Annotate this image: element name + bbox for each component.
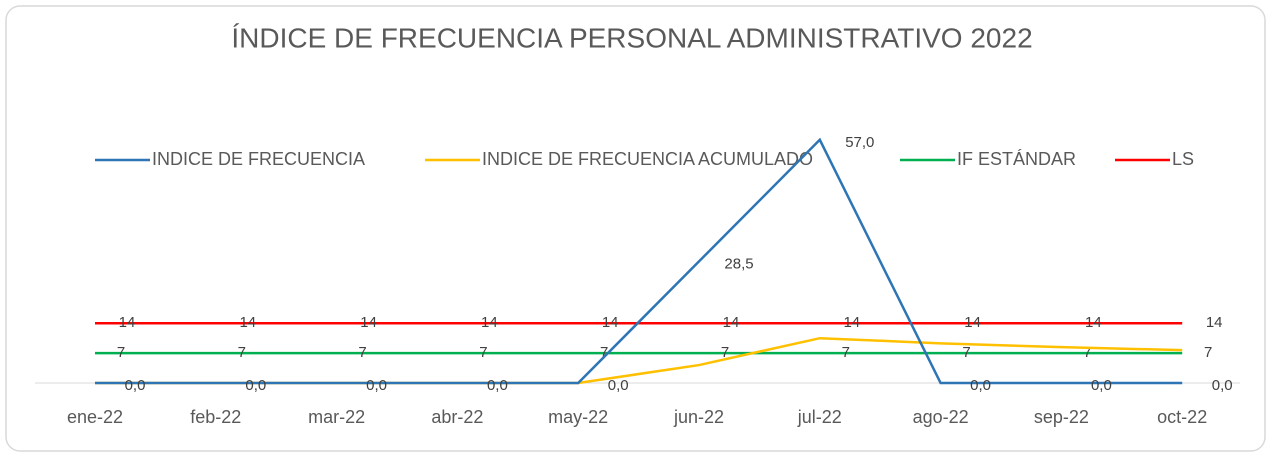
data-label: 14	[964, 314, 981, 331]
data-label: 7	[238, 344, 246, 361]
x-tick-label: jul-22	[797, 407, 842, 427]
x-tick-label: ene-22	[67, 407, 123, 427]
x-tick-label: oct-22	[1157, 407, 1207, 427]
data-label: 14	[602, 314, 619, 331]
x-tick-label: ago-22	[913, 407, 969, 427]
data-label: 28,5	[724, 255, 753, 272]
x-tick-label: mar-22	[308, 407, 365, 427]
data-label: 14	[239, 314, 256, 331]
data-label: 7	[358, 344, 366, 361]
data-label: 7	[1204, 344, 1212, 361]
data-label: 0,0	[245, 377, 266, 394]
data-label: 14	[723, 314, 740, 331]
x-tick-label: feb-22	[190, 407, 241, 427]
data-label: 0,0	[1091, 377, 1112, 394]
x-tick-label: sep-22	[1034, 407, 1089, 427]
legend-label: INDICE DE FRECUENCIA ACUMULADO	[482, 149, 813, 169]
x-tick-label: jun-22	[673, 407, 724, 427]
legend-label: LS	[1172, 149, 1194, 169]
data-label: 0,0	[608, 377, 629, 394]
data-label: 0,0	[366, 377, 387, 394]
chart-frame	[5, 5, 1266, 452]
data-label: 7	[479, 344, 487, 361]
data-label: 0,0	[125, 377, 146, 394]
data-label: 14	[1085, 314, 1102, 331]
data-label: 14	[119, 314, 136, 331]
series-line	[95, 137, 1183, 385]
data-label: 7	[962, 344, 970, 361]
chart-title: ÍNDICE DE FRECUENCIA PERSONAL ADMINISTRA…	[231, 22, 1032, 53]
data-label: 0,0	[1212, 377, 1233, 394]
data-label: 7	[117, 344, 125, 361]
legend-label: INDICE DE FRECUENCIA	[152, 149, 365, 169]
data-label: 57,0	[845, 134, 874, 151]
data-label: 0,0	[970, 377, 991, 394]
x-tick-label: may-22	[548, 407, 608, 427]
data-label: 7	[721, 344, 729, 361]
x-tick-label: abr-22	[431, 407, 483, 427]
data-label: 14	[481, 314, 498, 331]
data-label: 7	[600, 344, 608, 361]
data-label: 0,0	[487, 377, 508, 394]
data-label: 14	[1206, 314, 1223, 331]
data-label: 7	[1083, 344, 1091, 361]
data-label: 7	[842, 344, 850, 361]
data-label: 14	[843, 314, 860, 331]
legend-label: IF ESTÁNDAR	[957, 149, 1076, 169]
data-label: 14	[360, 314, 377, 331]
